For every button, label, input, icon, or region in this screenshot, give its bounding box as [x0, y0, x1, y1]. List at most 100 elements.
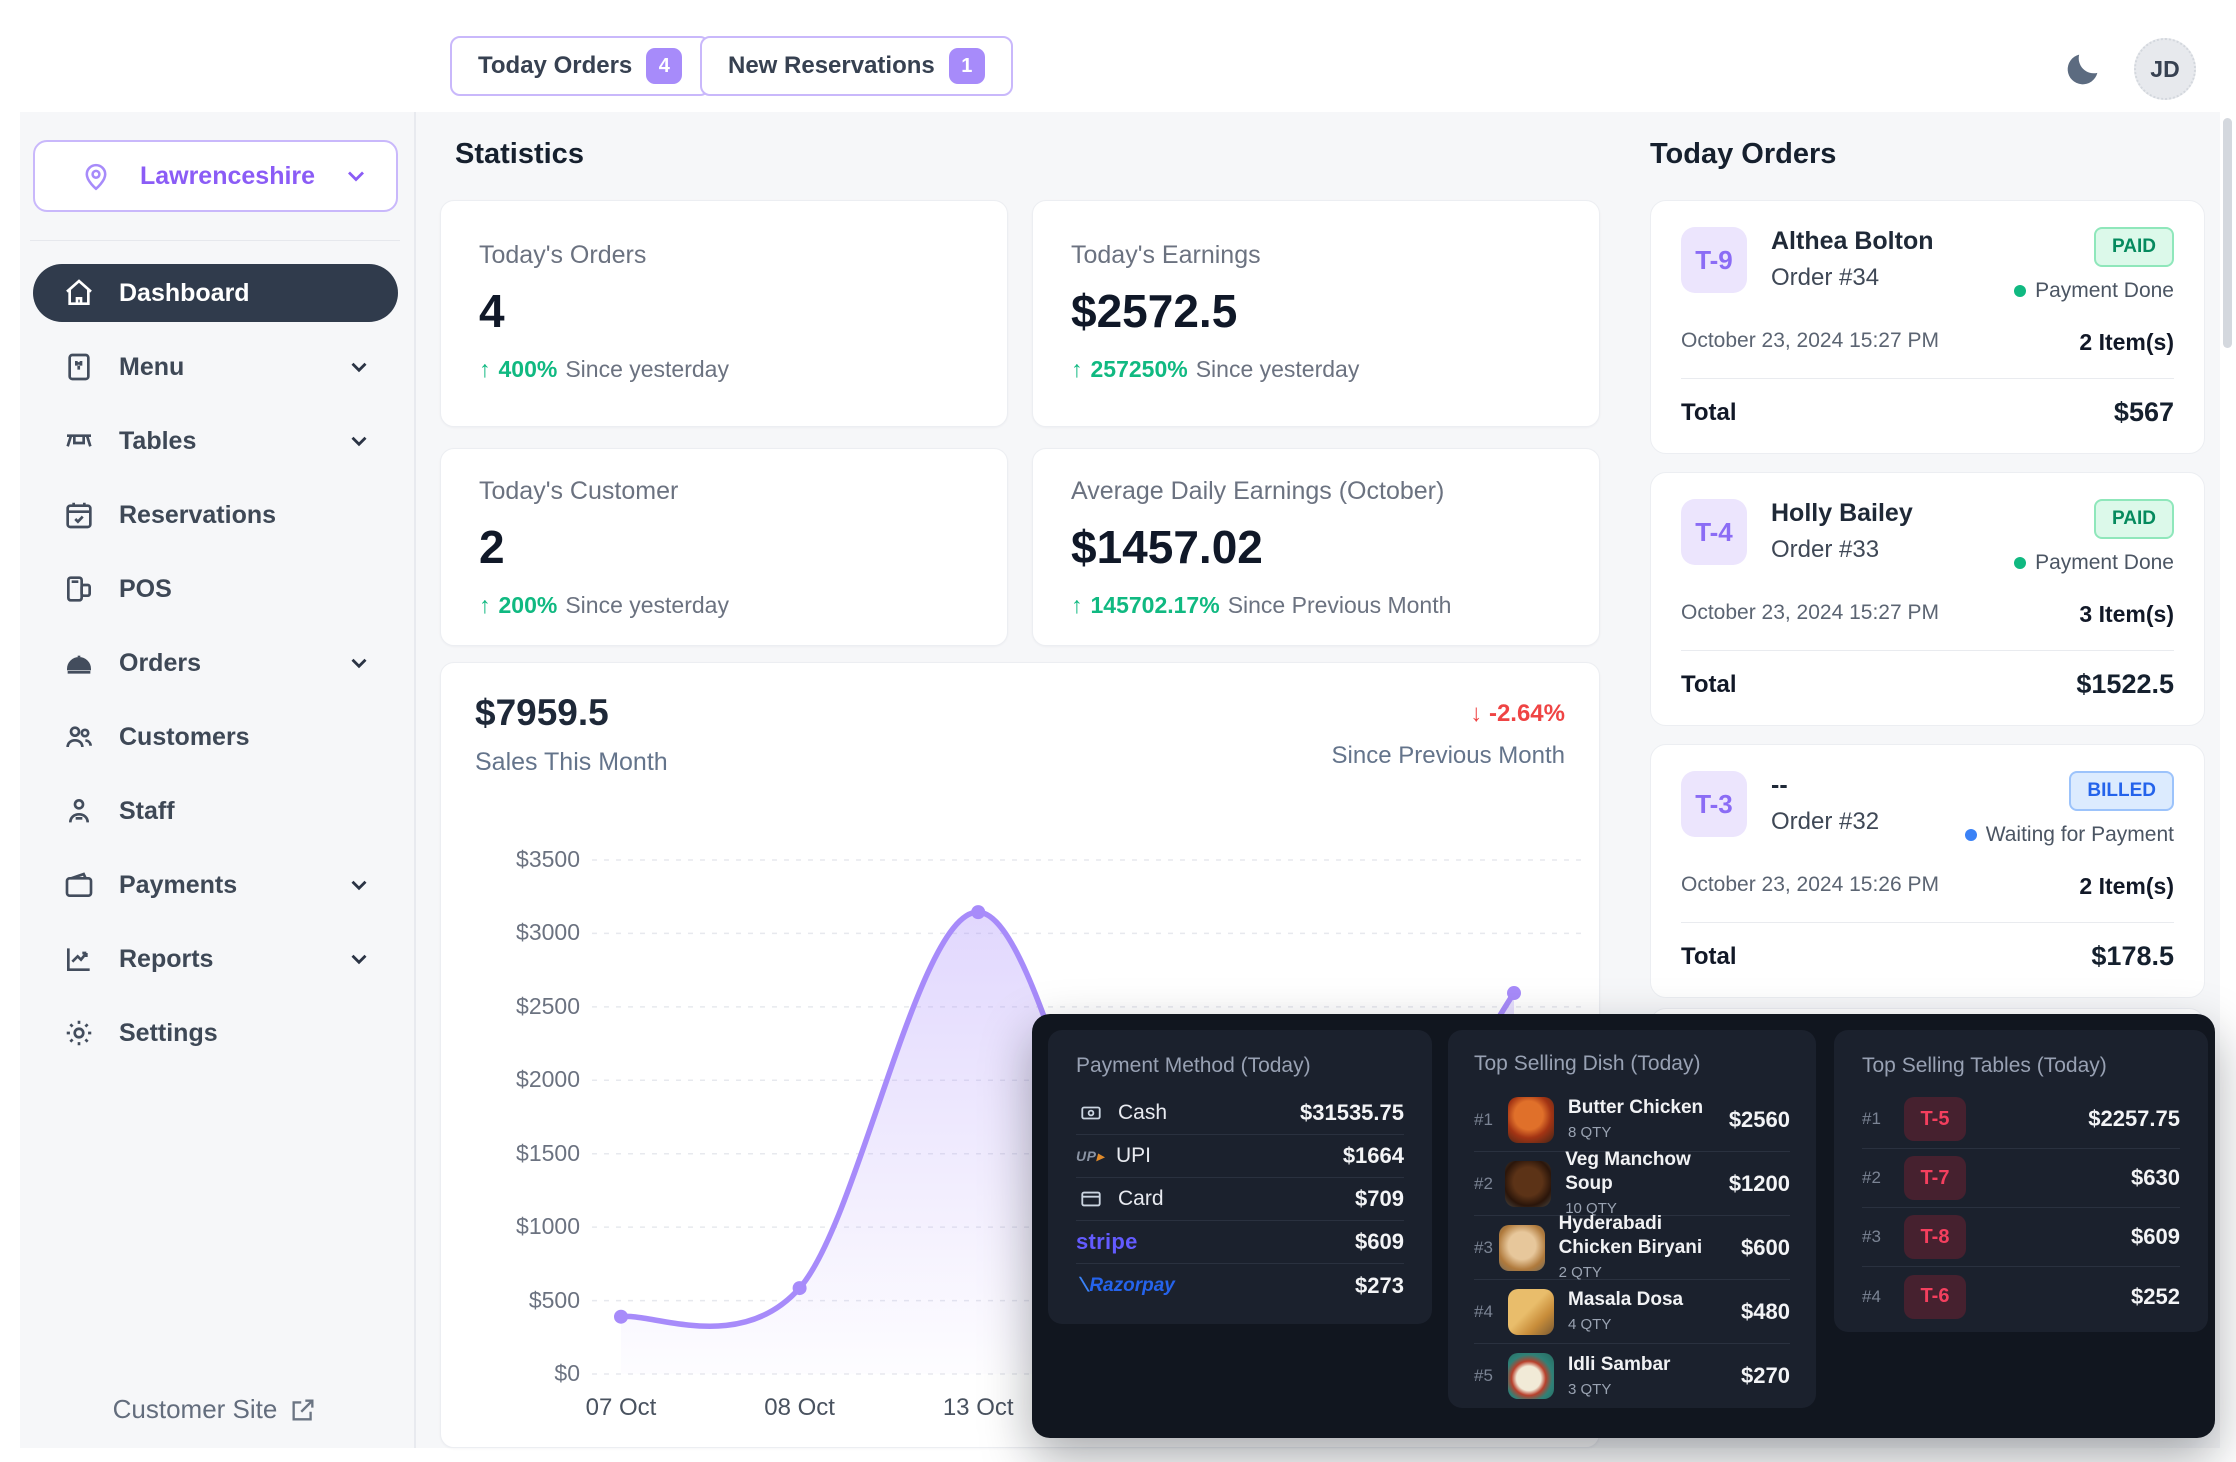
table-icon — [63, 425, 95, 457]
page-scrollbar[interactable] — [2223, 118, 2232, 348]
dish-amount: $1200 — [1728, 1170, 1790, 1196]
sidebar-item-reports[interactable]: Reports — [33, 930, 398, 988]
sidebar-item-dashboard[interactable]: Dashboard — [33, 264, 398, 322]
sidebar-item-pos[interactable]: POS — [33, 560, 398, 618]
sales-subtitle: Sales This Month — [475, 748, 668, 776]
topbar: Today Orders 4 New Reservations 1 JD — [0, 0, 2236, 112]
cloche-icon — [63, 647, 95, 679]
customer-name: Althea Bolton — [1771, 227, 1934, 255]
table-badge: T-3 — [1681, 771, 1747, 837]
external-link-icon — [289, 1396, 317, 1424]
table-badge: T-4 — [1681, 499, 1747, 565]
table-row: #2 T-7 $630 — [1862, 1149, 2180, 1208]
sidebar-item-label: Settings — [119, 1018, 218, 1047]
stat-label: Average Daily Earnings (October) — [1071, 477, 1445, 505]
y-tick-label: $3000 — [516, 919, 580, 946]
stat-delta-period: Since yesterday — [1195, 356, 1360, 382]
sidebar-item-menu[interactable]: Menu — [33, 338, 398, 396]
order-items: 3 Item(s) — [2079, 601, 2174, 627]
dark-mode-toggle[interactable] — [2062, 48, 2104, 90]
dish-row: #2 Veg Manchow Soup 10 QTY $1200 — [1474, 1149, 1790, 1217]
today-orders-count-badge: 4 — [646, 48, 683, 84]
sales-total: $7959.5 — [475, 692, 609, 733]
razorpay-logo: ⟍Razorpay — [1076, 1274, 1175, 1296]
x-tick-label: 08 Oct — [764, 1394, 835, 1421]
sidebar-item-staff[interactable]: Staff — [33, 782, 398, 840]
payment-method-row: stripe $609 — [1076, 1221, 1404, 1264]
top-selling-dish-panel: Top Selling Dish (Today) #1 Butter Chick… — [1448, 1030, 1816, 1408]
table-badge: T-8 — [1904, 1215, 1966, 1259]
insights-overlay: Payment Method (Today) Cash $31535.75 UP… — [1032, 1014, 2215, 1438]
payment-method-row: Card $709 — [1076, 1178, 1404, 1221]
home-icon — [63, 277, 95, 309]
new-reservations-button-label: New Reservations — [728, 52, 935, 79]
payment-method-amount: $1664 — [1342, 1143, 1404, 1168]
menu-book-icon — [63, 351, 95, 383]
table-badge: T-9 — [1681, 227, 1747, 293]
top-selling-tables-title: Top Selling Tables (Today) — [1862, 1054, 2107, 1077]
user-avatar[interactable]: JD — [2134, 38, 2196, 100]
stat-value: 2 — [479, 521, 505, 573]
sales-delta: -2.64% — [1488, 700, 1565, 727]
new-reservations-count-badge: 1 — [948, 48, 985, 84]
top-selling-tables-panel: Top Selling Tables (Today) #1 T-5 $2257.… — [1834, 1030, 2208, 1332]
pos-terminal-icon — [63, 573, 95, 605]
order-card[interactable]: T-3 -- Order #32 BILLED Waiting for Paym… — [1650, 744, 2205, 998]
order-items: 2 Item(s) — [2079, 329, 2174, 355]
today-orders-button[interactable]: Today Orders 4 — [450, 36, 711, 96]
cash-icon — [1076, 1102, 1106, 1124]
person-icon — [63, 795, 95, 827]
dish-rank: #3 — [1474, 1237, 1493, 1257]
sidebar-item-settings[interactable]: Settings — [33, 1004, 398, 1062]
dish-image — [1508, 1288, 1554, 1335]
arrow-up-icon: ↑ — [479, 356, 491, 382]
sidebar-nav: Dashboard Menu Tables Reservations POS — [33, 264, 398, 1062]
sales-delta-period: Since Previous Month — [1331, 742, 1565, 769]
chevron-down-icon — [346, 872, 372, 898]
order-number: Order #33 — [1771, 536, 1880, 563]
dish-rank: #1 — [1474, 1109, 1493, 1129]
sidebar-item-orders[interactable]: Orders — [33, 634, 398, 692]
sidebar-item-customers[interactable]: Customers — [33, 708, 398, 766]
stat-delta-period: Since yesterday — [565, 356, 729, 382]
payment-method-panel: Payment Method (Today) Cash $31535.75 UP… — [1048, 1030, 1432, 1324]
stripe-logo: stripe — [1076, 1229, 1138, 1254]
arrow-up-icon: ↑ — [479, 592, 491, 618]
total-label: Total — [1681, 670, 1737, 698]
location-selector[interactable]: Lawrenceshire — [33, 140, 398, 212]
stat-delta-value: 400% — [498, 356, 558, 382]
total-value: $178.5 — [2091, 941, 2174, 971]
order-date: October 23, 2024 15:26 PM — [1681, 873, 1939, 896]
dish-rank: #4 — [1474, 1301, 1493, 1321]
dish-amount: $600 — [1741, 1234, 1790, 1260]
status-note: Waiting for Payment — [1985, 823, 2174, 846]
sidebar-item-payments[interactable]: Payments — [33, 856, 398, 914]
order-card[interactable]: T-4 Holly Bailey Order #33 PAID Payment … — [1650, 472, 2205, 726]
dish-amount: $270 — [1741, 1363, 1790, 1388]
sidebar-item-tables[interactable]: Tables — [33, 412, 398, 470]
table-rank: #3 — [1862, 1227, 1881, 1246]
customer-site-link[interactable]: Customer Site — [30, 1394, 400, 1425]
x-tick-label: 07 Oct — [585, 1394, 657, 1421]
dish-amount: $480 — [1741, 1298, 1790, 1324]
dish-row: #1 Butter Chicken 8 QTY $2560 — [1474, 1088, 1790, 1152]
chart-line-icon — [63, 943, 95, 975]
total-value: $567 — [2113, 397, 2174, 427]
order-card[interactable]: T-9 Althea Bolton Order #34 PAID Payment… — [1650, 200, 2205, 454]
dish-qty: 3 QTY — [1568, 1380, 1612, 1398]
dish-qty: 10 QTY — [1565, 1199, 1617, 1217]
sidebar-item-reservations[interactable]: Reservations — [33, 486, 398, 544]
y-tick-label: $3500 — [516, 846, 580, 872]
location-name: Lawrenceshire — [139, 161, 316, 190]
payment-method-amount: $31535.75 — [1300, 1100, 1404, 1125]
dish-rank: #5 — [1474, 1366, 1493, 1385]
sidebar-item-label: Reports — [119, 944, 214, 973]
new-reservations-button[interactable]: New Reservations 1 — [700, 36, 1013, 96]
chevron-down-icon — [346, 946, 372, 972]
divider — [1681, 650, 2174, 651]
stat-delta-value: 145702.17% — [1090, 592, 1220, 618]
table-row: #1 T-5 $2257.75 — [1862, 1090, 2180, 1149]
chevron-down-icon — [342, 162, 370, 190]
dish-row: #3 Hyderabadi Chicken Biryani 2 QTY $600 — [1474, 1213, 1790, 1281]
table-amount: $2257.75 — [2088, 1106, 2180, 1131]
